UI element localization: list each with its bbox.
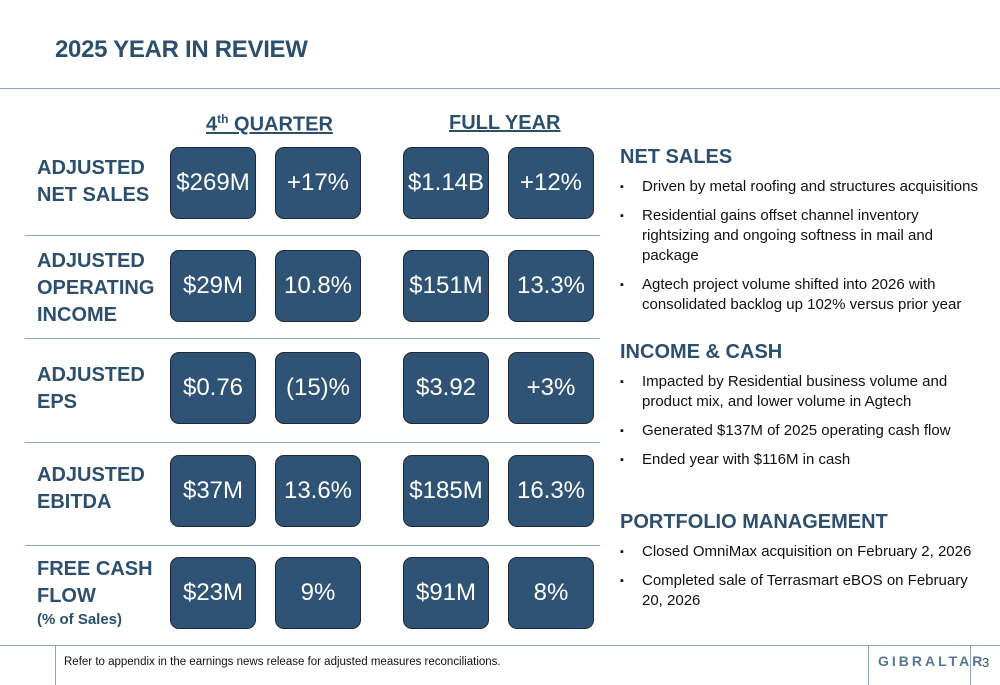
quarter-change-box: 9%	[275, 557, 361, 629]
gibraltar-logo: GIBRALTAR	[878, 653, 986, 669]
row-label-line: NET SALES	[37, 184, 150, 206]
footer-separator	[970, 645, 971, 685]
full-year-value-box: $3.92	[403, 352, 489, 424]
quarter-change-box: 13.6%	[275, 455, 361, 527]
footnote: Refer to appendix in the earnings news r…	[64, 656, 501, 668]
full-year-change-box: +12%	[508, 147, 594, 219]
bullet: Impacted by Residential business volume …	[620, 372, 990, 412]
row-label: ADJUSTED NET SALES	[37, 155, 149, 209]
quarter-change-box: +17%	[275, 147, 361, 219]
full-year-value-box: $151M	[403, 250, 489, 322]
quarter-number: 4	[206, 113, 218, 136]
section-heading: INCOME & CASH	[620, 341, 783, 363]
bullet: Ended year with $116M in cash	[620, 450, 990, 470]
quarter-column-header: 4th QUARTER	[206, 112, 333, 137]
full-year-change-box: 8%	[508, 557, 594, 629]
row-divider	[25, 442, 600, 443]
full-year-change-box: 16.3%	[508, 455, 594, 527]
quarter-value-box: $23M	[170, 557, 256, 629]
section-net-sales: NET SALES Driven by metal roofing and st…	[620, 146, 990, 324]
full-year-change-box: 13.3%	[508, 250, 594, 322]
bullet: Closed OmniMax acquisition on February 2…	[620, 542, 990, 562]
row-label: ADJUSTED OPERATING INCOME	[37, 248, 154, 329]
row-label-line: FLOW	[37, 585, 96, 607]
row-label: ADJUSTED EBITDA	[37, 462, 145, 516]
row-divider	[25, 545, 600, 546]
row-label: ADJUSTED EPS	[37, 362, 145, 416]
row-label-line: ADJUSTED	[37, 364, 145, 386]
quarter-value-box: $269M	[170, 147, 256, 219]
row-label-line: INCOME	[37, 304, 117, 326]
row-label-line: ADJUSTED	[37, 464, 145, 486]
row-label-line: FREE CASH	[37, 558, 153, 580]
row-label-line: ADJUSTED	[37, 157, 145, 179]
quarter-value-box: $37M	[170, 455, 256, 527]
row-label: FREE CASH FLOW (% of Sales)	[37, 556, 153, 630]
row-sublabel: (% of Sales)	[37, 611, 123, 628]
row-divider	[25, 235, 600, 236]
bullet: Generated $137M of 2025 operating cash f…	[620, 421, 990, 441]
row-label-line: EBITDA	[37, 491, 112, 513]
full-year-value-box: $185M	[403, 455, 489, 527]
row-label-line: OPERATING	[37, 277, 155, 299]
quarter-change-box: 10.8%	[275, 250, 361, 322]
full-year-value-box: $1.14B	[403, 147, 489, 219]
quarter-value-box: $0.76	[170, 352, 256, 424]
bullet: Residential gains offset channel invento…	[620, 206, 990, 266]
section-heading: PORTFOLIO MANAGEMENT	[620, 511, 888, 533]
bullet: Driven by metal roofing and structures a…	[620, 177, 990, 197]
bullet: Completed sale of Terrasmart eBOS on Feb…	[620, 571, 990, 611]
section-income-cash: INCOME & CASH Impacted by Residential bu…	[620, 341, 990, 479]
quarter-label: QUARTER	[228, 113, 333, 136]
row-label-line: EPS	[37, 391, 78, 413]
page-number: 3	[982, 655, 990, 670]
bullet: Agtech project volume shifted into 2026 …	[620, 275, 990, 315]
page-title: 2025 YEAR IN REVIEW	[55, 36, 308, 63]
footer-separator	[55, 645, 56, 685]
quarter-value-box: $29M	[170, 250, 256, 322]
footer-separator	[868, 645, 869, 685]
full-year-change-box: +3%	[508, 352, 594, 424]
section-heading: NET SALES	[620, 146, 733, 168]
quarter-change-box: (15)%	[275, 352, 361, 424]
row-divider	[25, 338, 600, 339]
quarter-suffix: th	[217, 112, 229, 126]
footer-divider	[0, 645, 1000, 646]
row-label-line: ADJUSTED	[37, 250, 145, 272]
header-divider	[0, 88, 1000, 89]
full-year-column-header: FULL YEAR	[449, 112, 561, 134]
section-portfolio-management: PORTFOLIO MANAGEMENT Closed OmniMax acqu…	[620, 511, 990, 620]
full-year-value-box: $91M	[403, 557, 489, 629]
